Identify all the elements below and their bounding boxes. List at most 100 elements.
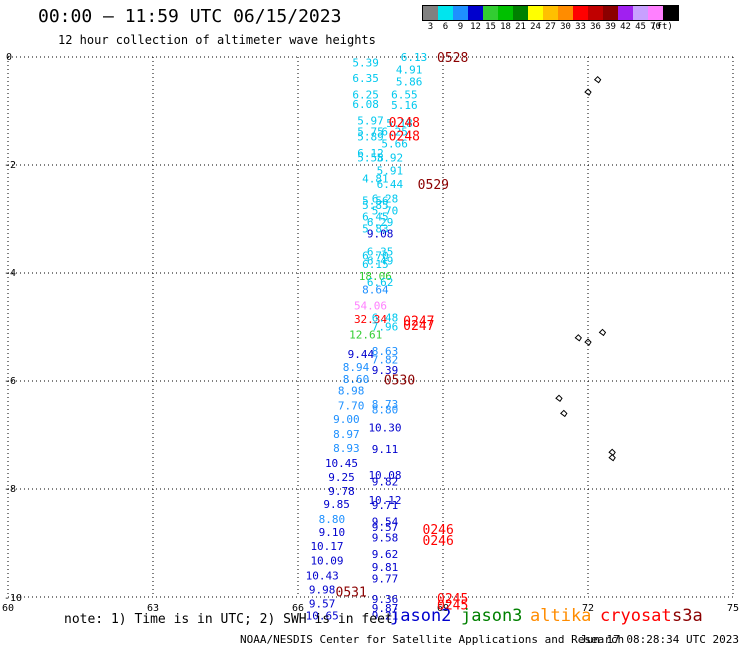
- legend-swatch: [483, 6, 498, 20]
- swh-label: 10.09: [310, 554, 343, 567]
- swh-label: 9.87: [372, 602, 399, 615]
- swh-label: 5.97: [357, 115, 384, 128]
- swh-label: 10.08: [368, 469, 401, 482]
- legend-swatch: [558, 6, 573, 20]
- legend-bin-label: 6: [442, 22, 449, 32]
- swh-label: 8.97: [333, 428, 360, 441]
- legend-swatch: [588, 6, 603, 20]
- swh-label: 9.77: [372, 573, 399, 586]
- swh-label: 6.13: [401, 51, 428, 64]
- swh-label: 6.08: [352, 98, 379, 111]
- swh-label: 5.58: [357, 151, 384, 164]
- swh-label: 10.45: [325, 457, 358, 470]
- x-tick-label: 66: [292, 603, 304, 614]
- legend-swatch: [603, 6, 618, 20]
- swh-label: 10.30: [368, 421, 401, 434]
- swh-label: 54.06: [354, 299, 387, 312]
- swh-label: 10.12: [368, 494, 401, 507]
- legend-bin-label: 21: [515, 22, 526, 32]
- pass-time-label: 0530: [384, 373, 415, 388]
- pass-time-label: 0245: [437, 599, 468, 614]
- legend-swatch: [633, 6, 648, 20]
- swh-label: 9.39: [372, 364, 399, 377]
- x-tick-label: 72: [582, 603, 594, 614]
- swh-label: 9.85: [323, 498, 350, 511]
- swh-label: 5.92: [377, 151, 404, 164]
- swh-label: 9.25: [328, 471, 355, 484]
- swh-label: 9.36: [372, 593, 399, 606]
- swh-label: 5.56: [362, 195, 389, 208]
- swh-label: 8.63: [372, 345, 399, 358]
- swh-label: 5.91: [377, 164, 404, 177]
- pass-time-label: 0529: [418, 178, 449, 193]
- swh-label: 6.15: [362, 258, 389, 271]
- pass-time-label: 0247: [403, 319, 434, 334]
- pass-time-label: 0528: [437, 51, 468, 66]
- legend-bin-label: 15: [485, 22, 496, 32]
- swh-label: 4.91: [396, 63, 423, 76]
- x-tick-label: 75: [727, 603, 739, 614]
- swh-label: 9.58: [372, 532, 399, 545]
- satellite-altika: altika: [530, 606, 592, 626]
- swh-label: 5.75: [357, 126, 384, 139]
- island-marker: [555, 394, 563, 402]
- legend-swatch: [528, 6, 543, 20]
- legend-bin-label: 18: [500, 22, 511, 32]
- swh-label: 6.48: [372, 311, 399, 324]
- swh-label: 18.06: [359, 270, 392, 283]
- swh-label: 5.86: [396, 75, 423, 88]
- legend-swatch: [438, 6, 453, 20]
- y-tick-label: -2: [4, 160, 16, 171]
- legend-swatch: [423, 6, 438, 20]
- legend-bin-label: 27: [545, 22, 556, 32]
- pass-time-label: 0246: [423, 534, 454, 549]
- swh-label: 8.93: [333, 442, 360, 455]
- legend-bin-label: 45: [635, 22, 646, 32]
- pass-time-label: 0245: [437, 592, 468, 607]
- swh-label: 9.57: [372, 521, 399, 534]
- legend-bin-label: 70: [650, 22, 661, 32]
- legend-swatch: [573, 6, 588, 20]
- swh-label: 9.10: [319, 526, 346, 539]
- swh-label: 9.57: [309, 597, 336, 610]
- legend-bin-label: 9: [457, 22, 464, 32]
- color-legend: 3 6 9 12 15 18 21 24 27 30 33 36 39 42 45 70 (ft): [422, 5, 679, 33]
- legend-swatches: [422, 5, 679, 21]
- swh-label: 6.25: [381, 126, 408, 139]
- swh-label: 9.78: [328, 485, 355, 498]
- swh-label: 6.12: [357, 147, 384, 160]
- legend-bin-label: 30: [560, 22, 571, 32]
- swh-label: 9.81: [372, 561, 399, 574]
- swh-label: 6.45: [362, 210, 389, 223]
- legend-swatch: [663, 6, 678, 20]
- legend-bin-label: 3: [427, 22, 434, 32]
- x-tick-label: 69: [437, 603, 449, 614]
- island-marker: [574, 334, 582, 342]
- swh-label: 5.83: [362, 223, 389, 236]
- pass-time-label: 0248: [389, 129, 420, 144]
- swh-label: 8.64: [362, 284, 389, 297]
- satellite-jason2: jason2: [390, 606, 452, 626]
- swh-label: 10.65: [306, 609, 339, 622]
- swh-label: 5.66: [381, 137, 408, 150]
- swh-label: 6.35: [367, 245, 394, 258]
- island-marker: [608, 453, 616, 462]
- swh-label: 7.82: [372, 353, 399, 366]
- legend-swatch: [513, 6, 528, 20]
- swh-label: 8.98: [338, 385, 365, 398]
- swh-label: 8.73: [372, 398, 399, 411]
- swh-label: 6.49: [367, 255, 394, 268]
- swh-label: 9.82: [372, 475, 399, 488]
- legend-swatch: [618, 6, 633, 20]
- swh-label: 5.89: [357, 130, 384, 143]
- swh-label: 5.85: [362, 199, 389, 212]
- island-marker: [560, 409, 568, 418]
- satellite-cryosat: cryosat: [600, 606, 672, 626]
- pass-time-label: 0531: [336, 586, 367, 601]
- swh-label: 7.70: [338, 399, 365, 412]
- y-tick-label: -10: [4, 593, 22, 604]
- pass-time-label: 0246: [423, 523, 454, 538]
- swh-label: 12.61: [349, 329, 382, 342]
